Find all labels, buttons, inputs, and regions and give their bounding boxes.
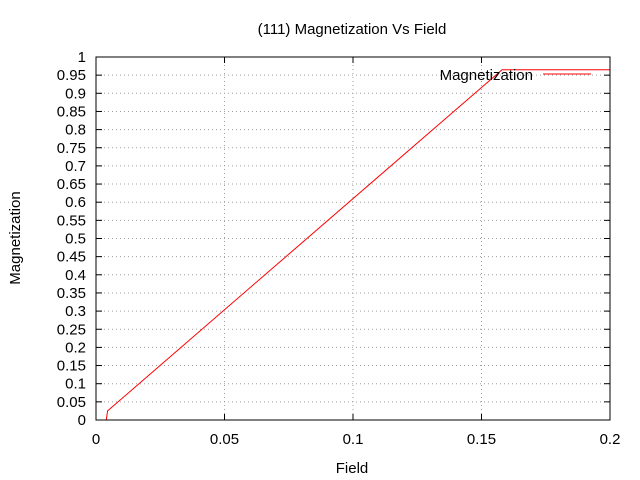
y-tick-label: 0.25 xyxy=(57,321,86,338)
legend: Magnetization xyxy=(440,67,591,84)
y-tick-label: 0.95 xyxy=(57,67,86,84)
plot-frame xyxy=(95,56,611,421)
y-tick-label: 0.75 xyxy=(57,140,86,157)
legend-label-magnetization: Magnetization xyxy=(440,67,533,84)
grid-lines xyxy=(96,57,610,420)
x-tick-label: 0.05 xyxy=(210,431,239,448)
chart-title: (111) Magnetization Vs Field xyxy=(258,21,447,38)
y-tick-label: 0.8 xyxy=(65,122,86,139)
x-tick-label: 0 xyxy=(92,431,100,448)
y-tick-label: 0.5 xyxy=(65,231,86,248)
y-tick-label: 0.65 xyxy=(57,176,86,193)
y-tick-label: 0.9 xyxy=(65,85,86,102)
x-tick-label: 0.1 xyxy=(343,431,364,448)
y-tick-label: 0.05 xyxy=(57,394,86,411)
y-tick-label: 0.1 xyxy=(65,376,86,393)
y-tick-label: 0.3 xyxy=(65,303,86,320)
y-tick-label: 0.6 xyxy=(65,194,86,211)
y-tick-label: 0 xyxy=(78,412,86,429)
y-tick-label: 0.4 xyxy=(65,267,86,284)
y-tick-label: 0.15 xyxy=(57,358,86,375)
x-tick-label: 0.2 xyxy=(600,431,621,448)
x-tick-label: 0.15 xyxy=(467,431,496,448)
y-tick-label: 0.7 xyxy=(65,158,86,175)
x-axis-label: Field xyxy=(336,460,369,477)
y-tick-labels: 00.050.10.15 0.20.250.30.350.40.450.5 0.55… xyxy=(57,49,86,429)
y-tick-label: 0.2 xyxy=(65,339,86,356)
x-tick-labels: 0 0.05 0.1 0.15 0.2 xyxy=(92,431,621,448)
y-tick-label: 1 xyxy=(78,49,86,66)
y-axis-label: Magnetization xyxy=(7,191,24,284)
y-tick-label: 0.35 xyxy=(57,285,86,302)
y-tick-label: 0.45 xyxy=(57,249,86,266)
y-tick-label: 0.55 xyxy=(57,212,86,229)
y-tick-label: 0.85 xyxy=(57,103,86,120)
